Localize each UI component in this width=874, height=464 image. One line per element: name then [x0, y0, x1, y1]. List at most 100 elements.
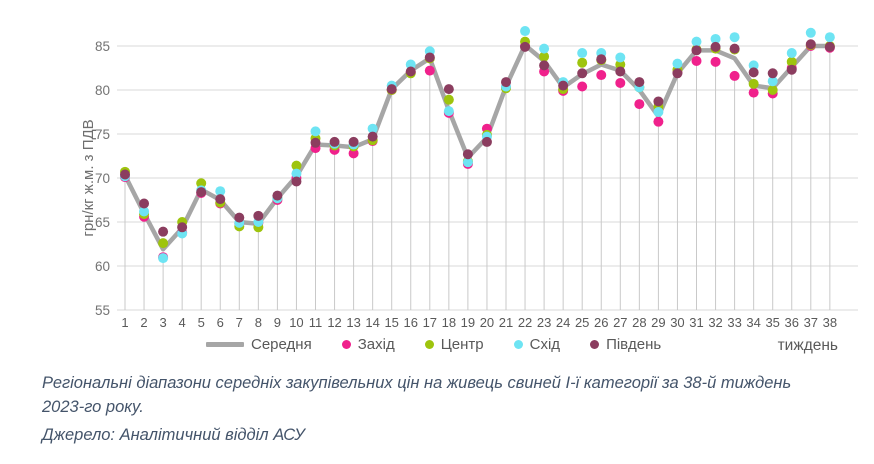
point-east-week-3	[158, 253, 169, 264]
point-south-week-28	[634, 77, 645, 88]
x-tick-label-19: 19	[461, 315, 475, 330]
point-south-week-35	[767, 68, 778, 79]
point-west-week-32	[710, 56, 721, 67]
south-dot-swatch	[590, 340, 600, 349]
point-south-week-32	[710, 41, 721, 52]
y-tick-label-60: 60	[95, 259, 110, 274]
x-tick-label-1: 1	[121, 315, 128, 330]
point-south-week-38	[824, 41, 835, 52]
center-dot-swatch	[424, 340, 434, 349]
point-south-week-24	[558, 80, 569, 91]
point-west-week-28	[634, 99, 645, 110]
y-tick-label-70: 70	[95, 171, 110, 186]
x-tick-label-32: 32	[708, 315, 722, 330]
point-west-week-25	[577, 81, 588, 92]
point-center-week-23	[539, 51, 550, 62]
x-tick-label-18: 18	[442, 315, 456, 330]
x-tick-label-4: 4	[179, 315, 186, 330]
point-south-week-17	[424, 52, 435, 63]
point-east-week-25	[577, 48, 588, 59]
x-tick-label-9: 9	[274, 315, 281, 330]
point-south-week-27	[615, 66, 626, 77]
point-south-week-22	[520, 41, 531, 52]
x-tick-label-16: 16	[404, 315, 418, 330]
point-east-week-34	[748, 60, 759, 71]
point-south-week-8	[253, 210, 264, 221]
x-tick-label-38: 38	[823, 315, 837, 330]
point-south-week-15	[386, 84, 397, 95]
point-south-week-9	[272, 190, 283, 201]
caption-text: Регіональні діапазони середніх закупівел…	[42, 374, 792, 416]
point-south-week-34	[748, 67, 759, 78]
y-tick-label-80: 80	[95, 83, 110, 98]
x-tick-label-7: 7	[236, 315, 243, 330]
point-east-week-32	[710, 33, 721, 44]
point-center-week-35	[767, 85, 778, 95]
y-tick-label-65: 65	[95, 215, 110, 230]
point-east-week-36	[786, 48, 797, 59]
legend-label-west: Захід	[357, 336, 395, 353]
x-tick-label-20: 20	[480, 315, 494, 330]
x-tick-label-26: 26	[594, 315, 608, 330]
legend-label-east: Схід	[529, 336, 561, 353]
point-west-week-29	[653, 116, 664, 127]
point-west-week-33	[729, 70, 740, 81]
x-tick-label-27: 27	[613, 315, 627, 330]
point-south-week-3	[158, 226, 169, 237]
x-tick-label-3: 3	[159, 315, 166, 330]
point-south-week-37	[805, 39, 816, 50]
point-south-week-7	[234, 212, 245, 223]
x-tick-label-5: 5	[198, 315, 205, 330]
point-south-week-21	[501, 77, 511, 88]
point-east-week-35	[767, 76, 778, 87]
point-south-week-30	[672, 68, 683, 79]
y-tick-label-55: 55	[95, 303, 110, 318]
x-tick-label-2: 2	[140, 315, 147, 330]
x-tick-label-29: 29	[651, 315, 665, 330]
point-center-week-3	[158, 238, 169, 249]
x-tick-label-36: 36	[785, 315, 799, 330]
chart-legend: Середня Захід Центр Схід Південь	[0, 336, 874, 353]
caption-source: Джерело: Аналітичний відділ АСУ	[42, 425, 305, 444]
point-east-week-31	[691, 36, 702, 47]
x-tick-label-11: 11	[309, 315, 323, 330]
east-dot-swatch	[513, 340, 523, 349]
point-south-week-23	[539, 60, 550, 71]
x-tick-label-15: 15	[384, 315, 398, 330]
point-east-week-22	[520, 26, 531, 37]
series-line-average	[122, 42, 833, 252]
figure-caption: Регіональні діапазони середніх закупівел…	[42, 372, 834, 448]
x-tick-label-13: 13	[346, 315, 360, 330]
point-south-week-36	[786, 64, 797, 75]
point-south-week-4	[177, 222, 188, 233]
legend-item-average: Середня	[206, 336, 312, 353]
point-center-week-10	[291, 160, 302, 171]
average-line-swatch	[206, 342, 244, 347]
point-east-week-10	[291, 168, 302, 179]
x-tick-label-17: 17	[423, 315, 437, 330]
x-tick-label-14: 14	[365, 315, 379, 330]
point-east-week-19	[462, 157, 473, 168]
point-south-week-20	[481, 136, 492, 147]
legend-label-south: Південь	[606, 336, 662, 353]
point-south-week-10	[291, 176, 302, 187]
x-tick-label-24: 24	[556, 315, 570, 330]
legend-item-south: Південь	[590, 336, 661, 353]
x-tick-label-35: 35	[765, 315, 779, 330]
point-south-week-2	[139, 198, 150, 209]
point-west-week-27	[615, 77, 626, 88]
x-tick-label-8: 8	[255, 315, 262, 330]
point-west-week-31	[691, 55, 702, 66]
x-tick-label-28: 28	[632, 315, 646, 330]
point-east-week-37	[805, 27, 816, 38]
point-center-week-36	[786, 56, 797, 67]
x-tick-label-25: 25	[575, 315, 589, 330]
point-center-week-27	[615, 59, 626, 70]
x-tick-label-30: 30	[670, 315, 684, 330]
legend-label-average: Середня	[251, 336, 312, 353]
y-tick-label-85: 85	[95, 39, 110, 54]
point-south-week-26	[596, 54, 607, 65]
point-east-week-29	[653, 107, 664, 117]
x-tick-label-22: 22	[518, 315, 532, 330]
x-tick-label-21: 21	[499, 315, 513, 330]
